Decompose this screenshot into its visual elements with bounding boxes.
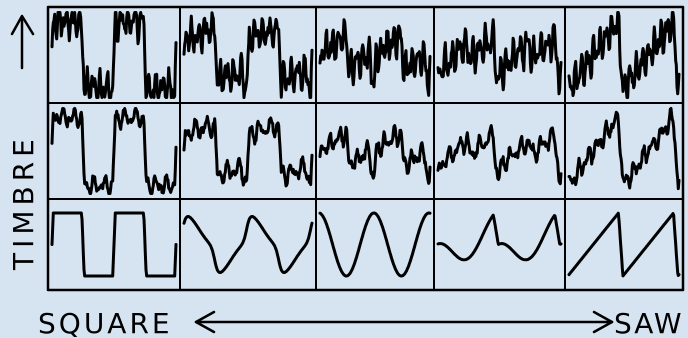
y-axis-label-group: TIMBRE bbox=[7, 14, 40, 271]
waveform-2-2 bbox=[182, 114, 314, 188]
waveform-row-1 bbox=[50, 11, 681, 99]
waveform-row-3 bbox=[50, 211, 681, 278]
waveform-3-5 bbox=[567, 211, 681, 278]
waveform-1-2 bbox=[182, 11, 314, 99]
y-axis-label: TIMBRE bbox=[7, 134, 40, 271]
x-axis-label-group: SQUARE SAW bbox=[38, 307, 684, 338]
double-arrow-icon bbox=[194, 310, 614, 334]
x-axis-right-label: SAW bbox=[614, 307, 684, 338]
waveform-2-5 bbox=[567, 107, 681, 191]
waveform-1-1 bbox=[50, 11, 178, 99]
waveform-3-4 bbox=[436, 213, 563, 262]
waveform-3-1 bbox=[50, 211, 178, 278]
x-axis-left-label: SQUARE bbox=[38, 307, 173, 338]
waveform-1-5 bbox=[567, 11, 681, 99]
waveform-1-3 bbox=[318, 18, 432, 97]
up-arrow-icon bbox=[10, 14, 35, 70]
waveform-2-4 bbox=[436, 124, 563, 186]
waveform-3-3 bbox=[318, 211, 432, 278]
waveform-3-2 bbox=[182, 215, 314, 274]
waveform-1-4 bbox=[436, 18, 563, 96]
waveform-2-3 bbox=[318, 124, 432, 185]
grid-frame bbox=[46, 5, 685, 292]
waveform-2-1 bbox=[50, 107, 178, 195]
waveform-row-2 bbox=[50, 107, 681, 195]
